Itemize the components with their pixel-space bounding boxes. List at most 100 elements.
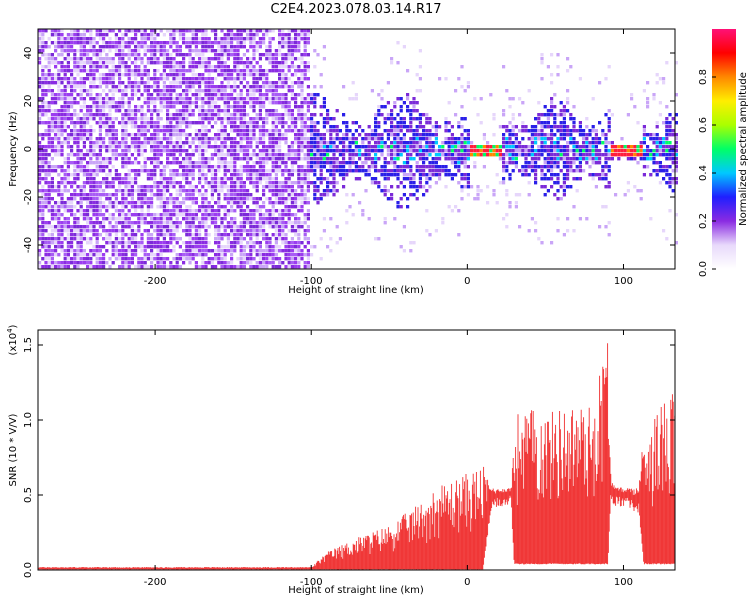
spectrogram-cell: [230, 157, 234, 161]
spectrogram-cell: [194, 201, 198, 205]
spectrogram-cell: [111, 29, 115, 33]
spectrogram-cell: [102, 97, 106, 101]
spectrogram-cell: [82, 237, 86, 241]
spectrogram-cell: [281, 169, 285, 173]
spectrogram-cell: [511, 157, 515, 161]
spectrogram-cell: [255, 33, 259, 37]
spectrogram-cell: [166, 241, 170, 245]
spectrogram-cell: [185, 213, 189, 217]
spectrogram-cell: [345, 173, 349, 177]
spectrogram-cell: [98, 233, 102, 237]
spectrogram-cell: [140, 109, 144, 113]
spectrogram-cell: [50, 97, 54, 101]
spectrogram-cell: [377, 169, 381, 173]
spectrogram-cell: [127, 97, 131, 101]
spectrogram-cell: [76, 257, 80, 261]
spectrogram-cell: [191, 249, 195, 253]
spectrogram-cell: [300, 221, 304, 225]
spectrogram-cell: [297, 241, 301, 245]
spectrogram-cell: [175, 29, 179, 33]
spectrogram-cell: [114, 149, 118, 153]
spectrogram-cell: [124, 173, 128, 177]
spectrogram-cell: [134, 105, 138, 109]
spectrogram-cell: [284, 197, 288, 201]
spectrogram-cell: [310, 161, 314, 165]
spectrogram-cell: [130, 117, 134, 121]
spectrogram-cell: [150, 185, 154, 189]
spectrogram-cell: [146, 241, 150, 245]
spectrogram-cell: [239, 97, 243, 101]
spectrogram-cell: [66, 233, 70, 237]
spectrogram-cell: [102, 253, 106, 257]
spectrogram-cell: [258, 181, 262, 185]
spectrogram-cell: [124, 245, 128, 249]
spectrogram-cell: [271, 245, 275, 249]
spectrogram-cell: [150, 221, 154, 225]
spectrogram-cell: [297, 233, 301, 237]
spectrogram-cell: [377, 125, 381, 129]
spectrogram-cell: [271, 37, 275, 41]
spectrogram-cell: [217, 229, 221, 233]
spectrogram-cell: [255, 265, 259, 269]
spectrogram-cell: [345, 193, 349, 197]
spectrogram-cell: [137, 133, 141, 137]
spectrogram-cell: [210, 77, 214, 81]
spectrogram-cell: [105, 185, 109, 189]
spectrogram-cell: [399, 165, 403, 169]
spectrogram-cell: [252, 153, 256, 157]
spectrogram-cell: [191, 201, 195, 205]
spectrogram-cell: [281, 61, 285, 65]
spectrogram-cell: [383, 185, 387, 189]
spectrogram-cell: [482, 153, 486, 157]
spectrogram-cell: [278, 73, 282, 77]
spectrogram-cell: [134, 145, 138, 149]
spectrogram-cell: [178, 109, 182, 113]
spectrogram-cell: [214, 97, 218, 101]
spectrogram-cell: [380, 97, 384, 101]
spectrogram-cell: [204, 49, 208, 53]
spectrogram-cell: [274, 229, 278, 233]
spectrogram-cell: [210, 181, 214, 185]
spectrogram-cell: [207, 93, 211, 97]
spectrogram-cell: [89, 241, 93, 245]
spectrogram-cell: [319, 193, 323, 197]
spectrogram-cell: [242, 217, 246, 221]
spectrogram-cell: [258, 173, 262, 177]
spectrogram-cell: [146, 105, 150, 109]
spectrogram-cell: [274, 117, 278, 121]
spectrogram-cell: [530, 157, 534, 161]
spectrogram-cell: [159, 93, 163, 97]
spectrogram-cell: [66, 97, 70, 101]
spectrogram-cell: [290, 197, 294, 201]
spectrogram-cell: [326, 149, 330, 153]
spectrogram-cell: [76, 117, 80, 121]
spectrogram-cell: [73, 125, 77, 129]
spectrogram-cell: [258, 69, 262, 73]
spectrogram-cell: [290, 57, 294, 61]
spectrogram-cell: [290, 129, 294, 133]
spectrogram-cell: [134, 33, 138, 37]
spectrogram-cell: [86, 149, 90, 153]
spectrogram-cell: [137, 213, 141, 217]
spectrogram-cell: [146, 97, 150, 101]
spectrogram-cell: [495, 153, 499, 157]
spectrogram-cell: [460, 105, 464, 109]
spectrogram-cell: [290, 201, 294, 205]
spectrogram-cell: [319, 157, 323, 161]
spectrogram-cell: [322, 157, 326, 161]
spectrogram-cell: [236, 69, 240, 73]
spectrogram-cell: [383, 157, 387, 161]
spectrogram-cell: [434, 141, 438, 145]
spectrogram-cell: [63, 225, 67, 229]
spectrogram-cell: [162, 261, 166, 265]
spectrogram-cell: [146, 189, 150, 193]
spectrogram-cell: [130, 61, 134, 65]
spectrogram-cell: [470, 141, 474, 145]
spectrogram-cell: [57, 149, 61, 153]
spectrogram-cell: [278, 97, 282, 101]
spectrogram-cell: [102, 49, 106, 53]
spectrogram-cell: [198, 225, 202, 229]
spectrogram-cell: [274, 265, 278, 269]
spectrogram-cell: [66, 45, 70, 49]
spectrogram-cell: [374, 153, 378, 157]
